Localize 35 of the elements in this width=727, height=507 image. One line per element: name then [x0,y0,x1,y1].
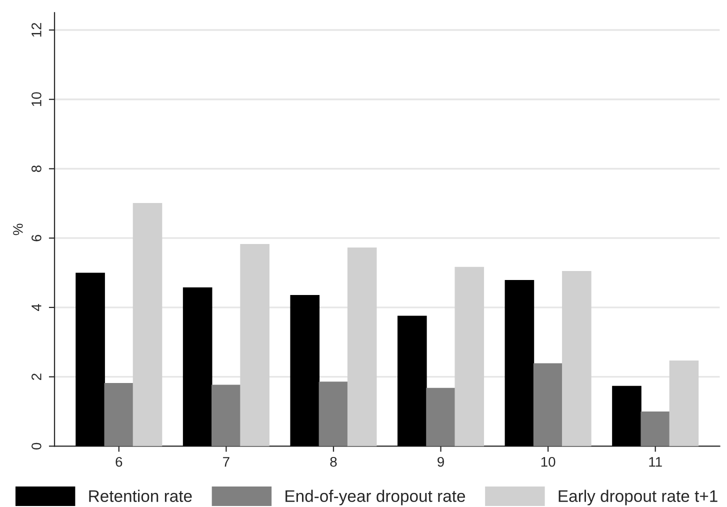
bar [182,287,212,446]
bar [533,363,563,446]
y-axis-title: % [13,224,23,236]
bar [669,360,699,446]
x-tick-label: 6 [116,456,122,467]
x-tick-label: 7 [223,457,230,467]
y-tick-label: 10 [32,92,42,106]
bar [426,388,456,446]
bar [104,383,134,446]
bar [290,294,320,446]
bar [454,266,484,446]
y-tick-label: 8 [32,165,42,172]
y-tick-label: 2 [32,374,42,380]
x-tick-label: 10 [541,456,556,467]
bar [318,382,348,446]
x-tick-label: 11 [649,457,662,467]
y-tick-label: 4 [32,304,42,311]
bar [347,247,377,446]
bar [132,203,162,446]
bar [504,280,534,446]
legend-label: End-of-year dropout rate [286,490,466,506]
x-tick-label: 8 [330,456,337,467]
legend-label: Early dropout rate t+1 [558,490,718,506]
bar [212,384,241,446]
bar [612,386,642,446]
bar [562,271,592,446]
y-tick-label: 6 [32,234,42,242]
bar [240,244,270,446]
x-tick-label: 9 [438,456,444,467]
y-tick-label: 12 [32,22,42,37]
bar [640,411,670,446]
legend-label: Retention rate [89,490,192,502]
y-tick-label: 0 [32,442,42,450]
bar [398,316,427,446]
bar [76,272,105,446]
